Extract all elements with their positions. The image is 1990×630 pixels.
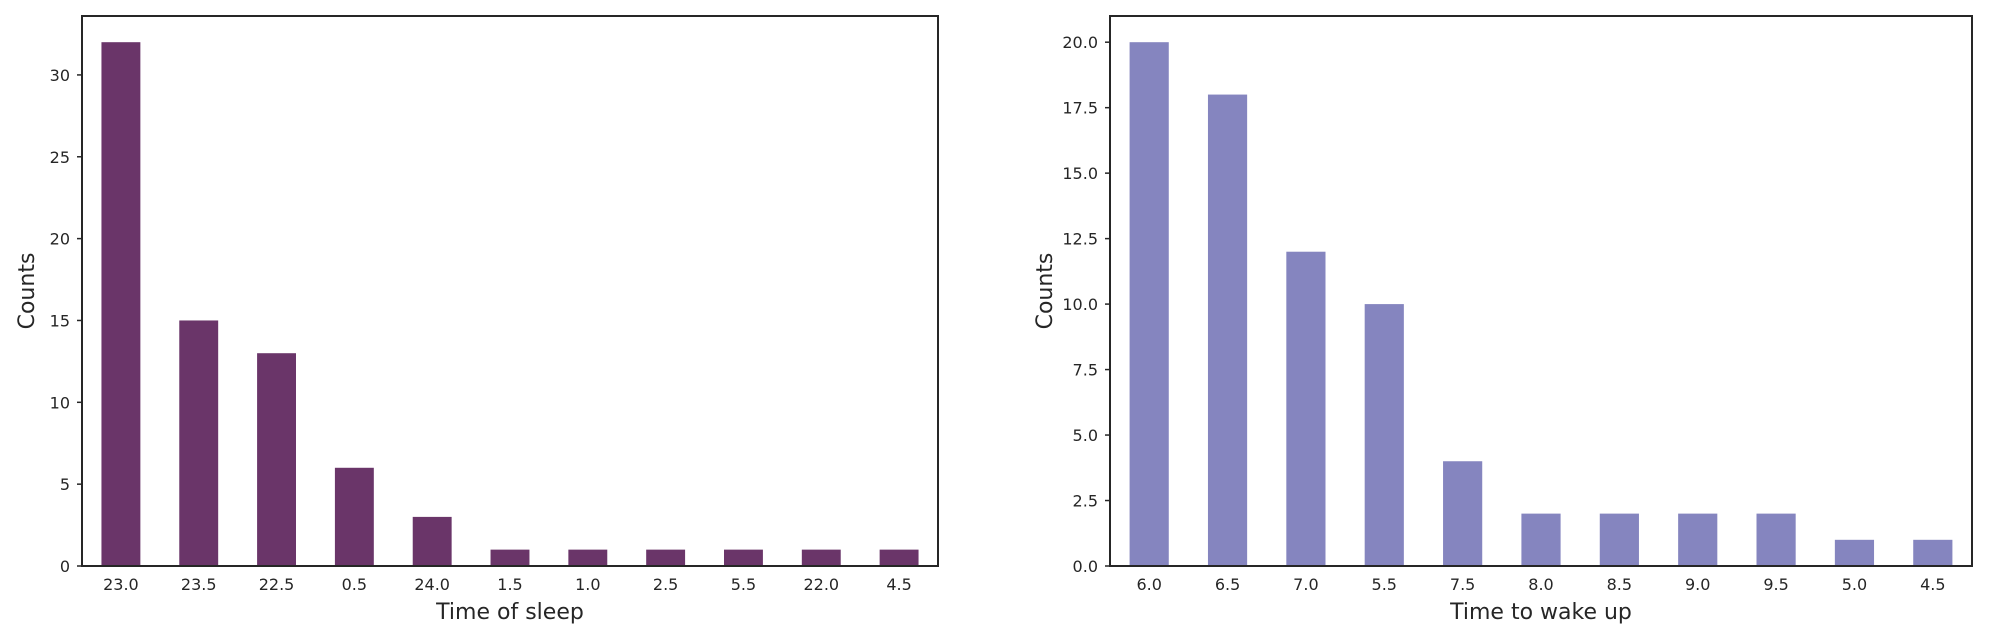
x-tick-label: 22.5 [259,575,295,594]
x-tick-label: 9.5 [1763,575,1788,594]
bar-9.0 [1678,513,1718,566]
y-tick-label: 15.0 [1062,164,1098,183]
bar-8.5 [1599,513,1639,566]
x-tick-label: 7.0 [1293,575,1318,594]
y-tick-label: 20.0 [1062,33,1098,52]
y-tick-label: 25 [50,148,70,167]
bar-23.5 [179,320,219,566]
x-tick-label: 5.0 [1842,575,1867,594]
x-tick-label: 0.5 [342,575,367,594]
y-axis-label: Counts [15,253,40,330]
bar-8.0 [1521,513,1561,566]
x-tick-label: 22.0 [803,575,839,594]
bar-9.5 [1756,513,1796,566]
y-tick-label: 0 [60,557,70,576]
bar-7.0 [1286,251,1326,566]
bar-5.0 [1834,539,1875,566]
x-tick-label: 24.0 [414,575,450,594]
bar-0.5 [334,467,374,566]
x-tick-label: 1.0 [575,575,600,594]
bar-22.0 [801,549,841,566]
x-tick-label: 23.5 [181,575,217,594]
bar-6.0 [1129,42,1169,566]
bar-22.5 [257,353,296,566]
bar-4.5 [879,549,919,566]
y-axis-label: Counts [1033,253,1058,330]
y-tick-label: 30 [50,66,70,85]
y-tick-label: 12.5 [1062,230,1098,249]
bar-7.5 [1443,461,1483,566]
x-tick-label: 1.5 [497,575,522,594]
x-tick-label: 4.5 [886,575,911,594]
x-axis-label: Time of sleep [435,600,584,625]
x-axis-label: Time to wake up [1449,600,1632,625]
bar-1.0 [568,549,608,566]
y-tick-label: 15 [50,311,70,330]
y-tick-label: 17.5 [1062,99,1098,118]
x-tick-label: 23.0 [103,575,139,594]
x-tick-label: 8.0 [1528,575,1553,594]
bar-5.5 [1364,304,1404,566]
x-tick-label: 6.5 [1215,575,1240,594]
bar-4.5 [1913,539,1953,566]
bar-1.5 [490,549,530,566]
bar-5.5 [724,549,763,566]
chart-time-to-wake-up: 6.0 6.5 7.0 5.5 7.5 8.0 8.5 9.0 9.5 5.0 4.5 0.0 2.5 5… [1033,15,1973,625]
x-tick-label: 5.5 [731,575,756,594]
plot-frame [1109,15,1973,567]
x-tick-label: 4.5 [1920,575,1945,594]
bar-2.5 [646,549,686,566]
x-tick-label: 2.5 [653,575,678,594]
y-tick-label: 0.0 [1073,557,1098,576]
chart-time-of-sleep: 23.0 23.5 22.5 0.5 24.0 1.5 1.0 2.5 5.5 22.0 4.5 0 5… [15,15,939,625]
plot-frame [81,15,939,567]
x-tick-label: 7.5 [1450,575,1475,594]
bar-24.0 [412,516,452,566]
bar-23.0 [101,42,141,566]
y-tick-label: 10.0 [1062,295,1098,314]
x-tick-label: 9.0 [1685,575,1710,594]
x-tick-label: 6.0 [1136,575,1161,594]
y-tick-label: 20 [50,230,70,249]
y-tick-label: 10 [50,393,70,412]
x-tick-label: 8.5 [1607,575,1632,594]
bar-6.5 [1207,94,1248,567]
y-tick-label: 5.0 [1073,426,1098,445]
y-tick-label: 5 [60,475,70,494]
x-tick-label: 5.5 [1372,575,1397,594]
y-tick-label: 7.5 [1073,361,1098,380]
y-tick-label: 2.5 [1073,492,1098,511]
